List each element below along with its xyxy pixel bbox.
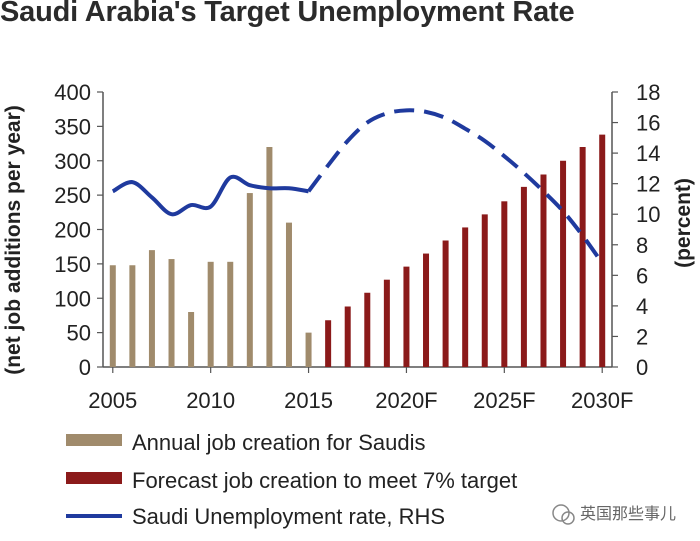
bar-forecast bbox=[442, 240, 449, 367]
y2-tick-label: 12 bbox=[636, 172, 660, 197]
axes bbox=[97, 91, 618, 373]
x-tick-label: 2005 bbox=[88, 388, 137, 413]
y-axis-right-title: (percent) bbox=[672, 178, 695, 268]
y2-tick-label: 8 bbox=[636, 233, 648, 258]
legend-label-forecast: Forecast job creation to meet 7% target bbox=[132, 468, 517, 493]
y2-tick-label: 14 bbox=[636, 141, 660, 166]
y2-tick-label: 4 bbox=[636, 294, 648, 319]
bar-actual bbox=[148, 250, 155, 367]
y-tick-label: 200 bbox=[54, 218, 91, 243]
chart-title: Saudi Arabia's Target Unemployment Rate bbox=[0, 0, 575, 28]
bar-actual bbox=[207, 261, 214, 367]
bar-actual bbox=[246, 193, 253, 367]
watermark-text: 英国那些事儿 bbox=[580, 505, 676, 523]
wechat-icon bbox=[552, 504, 570, 522]
bar-actual bbox=[285, 222, 292, 367]
unemployment-line-actual bbox=[111, 174, 309, 217]
legend: Annual job creation for Saudis Forecast … bbox=[66, 430, 517, 529]
bar-actual bbox=[227, 261, 234, 367]
watermark: 英国那些事儿 bbox=[552, 504, 676, 525]
bar-forecast bbox=[462, 227, 469, 367]
bar-forecast bbox=[540, 174, 547, 367]
legend-swatch-forecast bbox=[66, 472, 122, 484]
bar-actual bbox=[129, 265, 136, 367]
y-tick-label: 150 bbox=[54, 252, 91, 277]
y-tick-label: 250 bbox=[54, 183, 91, 208]
y2-tick-label: 18 bbox=[636, 80, 660, 105]
x-tick-label: 2030F bbox=[571, 388, 633, 413]
bars bbox=[109, 134, 606, 367]
bar-forecast bbox=[364, 292, 371, 367]
bar-forecast bbox=[560, 160, 567, 367]
y2-tick-label: 16 bbox=[636, 111, 660, 136]
y-axis-left-title: (net job additions per year) bbox=[2, 105, 25, 375]
bar-actual bbox=[109, 265, 116, 367]
y-tick-label: 300 bbox=[54, 149, 91, 174]
bar-actual bbox=[188, 312, 195, 367]
bar-forecast bbox=[325, 320, 332, 367]
y-tick-label: 0 bbox=[79, 355, 91, 380]
bar-forecast bbox=[344, 306, 351, 367]
y-tick-label: 50 bbox=[67, 321, 91, 346]
unemployment-line-forecast bbox=[306, 108, 604, 265]
bar-forecast bbox=[520, 186, 527, 367]
bar-forecast bbox=[403, 266, 410, 367]
y-tick-label: 100 bbox=[54, 286, 91, 311]
x-tick-label: 2025F bbox=[473, 388, 535, 413]
bar-actual bbox=[305, 332, 312, 367]
y2-tick-label: 6 bbox=[636, 263, 648, 288]
wechat-icon-inner bbox=[561, 511, 575, 525]
bar-forecast bbox=[481, 214, 488, 367]
x-tick-label: 2010 bbox=[186, 388, 235, 413]
y2-tick-label: 10 bbox=[636, 202, 660, 227]
legend-label-actual: Annual job creation for Saudis bbox=[132, 430, 426, 455]
x-tick-label: 2020F bbox=[375, 388, 437, 413]
unemployment-lines bbox=[111, 108, 604, 265]
x-tick-label: 2015 bbox=[284, 388, 333, 413]
bar-forecast bbox=[579, 147, 586, 367]
bar-forecast bbox=[599, 134, 606, 367]
bar-actual bbox=[266, 147, 273, 367]
legend-label-unemployment: Saudi Unemployment rate, RHS bbox=[132, 504, 445, 529]
bar-forecast bbox=[423, 253, 430, 367]
bar-forecast bbox=[383, 279, 390, 367]
y2-tick-label: 2 bbox=[636, 324, 648, 349]
y-tick-label: 350 bbox=[54, 114, 91, 139]
tick-labels: 4003503002502001501005001816141210864202… bbox=[54, 80, 660, 413]
bar-forecast bbox=[501, 201, 508, 367]
bar-actual bbox=[168, 259, 175, 367]
y-tick-label: 400 bbox=[54, 80, 91, 105]
legend-swatch-actual bbox=[66, 434, 122, 446]
y2-tick-label: 0 bbox=[636, 355, 648, 380]
